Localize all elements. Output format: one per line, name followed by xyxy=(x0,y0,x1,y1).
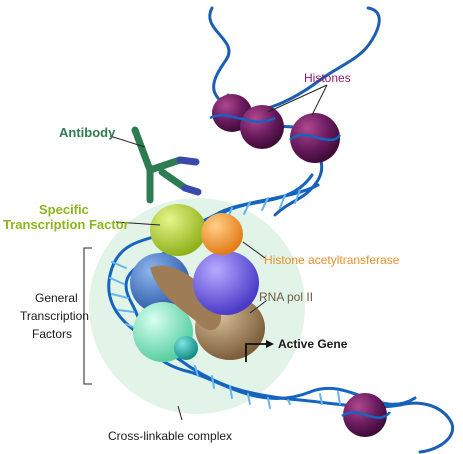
histone-lower xyxy=(341,393,391,437)
leader-lines xyxy=(83,84,328,421)
rna-pol-ii-arm xyxy=(150,265,222,331)
label-rna-pol-ii: RNA pol II xyxy=(259,290,313,304)
label-general-tf-line3: Factors xyxy=(32,327,72,341)
antibody-shape xyxy=(131,126,202,204)
histone-acetyltransferase-ball xyxy=(201,213,243,255)
dna-strand-top-b xyxy=(230,6,381,113)
label-general-tf-line1: General xyxy=(35,291,78,305)
protein-complex xyxy=(130,204,265,362)
dna-strand-bottom-tail xyxy=(398,401,454,454)
label-antibody: Antibody xyxy=(59,125,116,140)
general-tf-teal xyxy=(174,336,198,360)
label-cross-linkable-complex: Cross-linkable complex xyxy=(108,429,232,443)
label-histones: Histones xyxy=(304,71,351,85)
histones-upper xyxy=(209,94,342,163)
purple-factor xyxy=(193,251,259,315)
label-specific-tf-line1: Specific xyxy=(39,202,89,217)
specific-tf-ball xyxy=(150,204,206,256)
label-general-tf-line2: Transcription xyxy=(20,309,89,323)
histone-bead-2 xyxy=(240,105,284,149)
active-gene-arrow xyxy=(245,340,274,362)
label-specific-tf-line2: Transcription Factor xyxy=(3,217,129,232)
label-histone-acetyltransferase: Histone acetyltransferase xyxy=(264,253,400,267)
dna-strand-top xyxy=(208,6,234,110)
label-active-gene: Active Gene xyxy=(278,337,348,351)
